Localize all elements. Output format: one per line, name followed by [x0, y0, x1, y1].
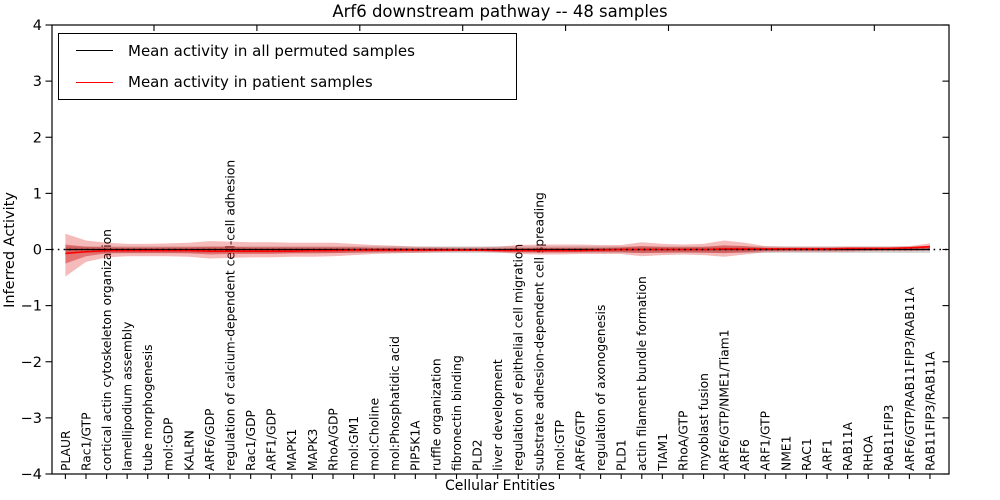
x-tick-label: TIAM1: [656, 433, 670, 472]
x-tick-label: RHOA: [862, 435, 876, 471]
x-tick-label: RAB11A: [841, 421, 855, 471]
y-tick-label: −4: [21, 467, 42, 483]
x-tick-label: fibronectin binding: [450, 355, 464, 471]
y-tick-label: 4: [33, 18, 42, 34]
x-tick-label: ARF1/GDP: [265, 409, 279, 471]
x-tick-label: ARF6/GDP: [203, 409, 217, 471]
black-line-swatch: [76, 50, 113, 52]
x-tick-label: mol:GTP: [553, 420, 567, 471]
x-tick-label: RAB11FIP3: [882, 405, 896, 471]
legend: Mean activity in all permuted samples Me…: [58, 33, 517, 100]
x-tick-label: Rac1/GTP: [79, 412, 93, 471]
x-tick-label: mol:Choline: [368, 398, 382, 471]
x-tick-label: MAPK3: [306, 429, 320, 471]
x-tick-label: myoblast fusion: [697, 373, 711, 471]
x-tick-label: Rac1/GDP: [244, 410, 258, 471]
axes-frame: [51, 24, 950, 475]
x-tick-label: mol:Phosphatidic acid: [388, 336, 402, 471]
x-axis-label: Cellular Entities: [444, 478, 556, 494]
x-tick-label: RhoA/GDP: [326, 408, 340, 471]
chart-title: Arf6 downstream pathway -- 48 samples: [332, 2, 668, 21]
legend-label: Mean activity in all permuted samples: [128, 41, 415, 60]
x-tick-label: NME1: [779, 436, 793, 471]
x-tick-label: KALRN: [182, 430, 196, 471]
x-tick-label: cortical actin cytoskeleton organization: [100, 229, 114, 471]
x-tick-label: tube morphogenesis: [141, 344, 155, 471]
x-tick-label: liver development: [491, 359, 505, 471]
x-tick-label: ARF6/GTP/NME1/Tiam1: [718, 329, 732, 471]
y-tick-label: 1: [33, 186, 42, 202]
x-tick-label: ARF6/GTP: [573, 411, 587, 471]
x-tick-label: PLAUR: [59, 430, 73, 471]
x-tick-label: lamellipodium assembly: [121, 322, 135, 471]
x-tick-label: RAC1: [800, 438, 814, 471]
x-tick-label: PIP5K1A: [409, 420, 423, 471]
y-axis-label: Inferred Activity: [2, 192, 18, 308]
legend-label: Mean activity in patient samples: [128, 73, 373, 92]
x-tick-label: PLD1: [615, 439, 629, 471]
x-tick-label: ARF6/GTP/RAB11FIP3/RAB11A: [903, 287, 917, 471]
legend-item-permuted: Mean activity in all permuted samples: [59, 36, 516, 66]
x-tick-label: regulation of calcium-dependent cell-cel…: [223, 160, 237, 471]
patient-mean-line: [65, 245, 931, 255]
x-tick-label: RhoA/GTP: [676, 411, 690, 471]
y-tick-label: −3: [21, 411, 42, 427]
x-tick-label: regulation of axonogenesis: [594, 305, 608, 471]
x-tick-label: actin filament bundle formation: [635, 276, 649, 471]
x-tick-label: ruffle organization: [429, 358, 443, 471]
x-tick-label: regulation of epithelial cell migration: [512, 244, 526, 471]
red-line-swatch: [76, 81, 113, 83]
x-tick-label: MAPK1: [285, 429, 299, 471]
y-tick-label: −2: [21, 355, 42, 371]
patient-samples-outer-band: [65, 233, 930, 277]
x-tick-label: substrate adhesion-dependent cell spread…: [532, 192, 546, 471]
x-tick-label: PLD2: [471, 439, 485, 471]
x-tick-label: ARF6: [738, 439, 752, 471]
legend-item-patient: Mean activity in patient samples: [59, 67, 516, 97]
y-tick-label: −1: [21, 299, 42, 315]
x-tick-label: mol:GM1: [347, 416, 361, 471]
y-tick-label: 2: [33, 130, 42, 146]
y-tick-label: 3: [33, 74, 42, 90]
x-tick-label: ARF1: [820, 439, 834, 471]
x-tick-label: ARF1/GTP: [759, 411, 773, 471]
y-tick-label: 0: [33, 243, 42, 259]
x-tick-label: mol:GDP: [162, 418, 176, 471]
x-tick-label: RAB11FIP3/RAB11A: [923, 351, 937, 471]
